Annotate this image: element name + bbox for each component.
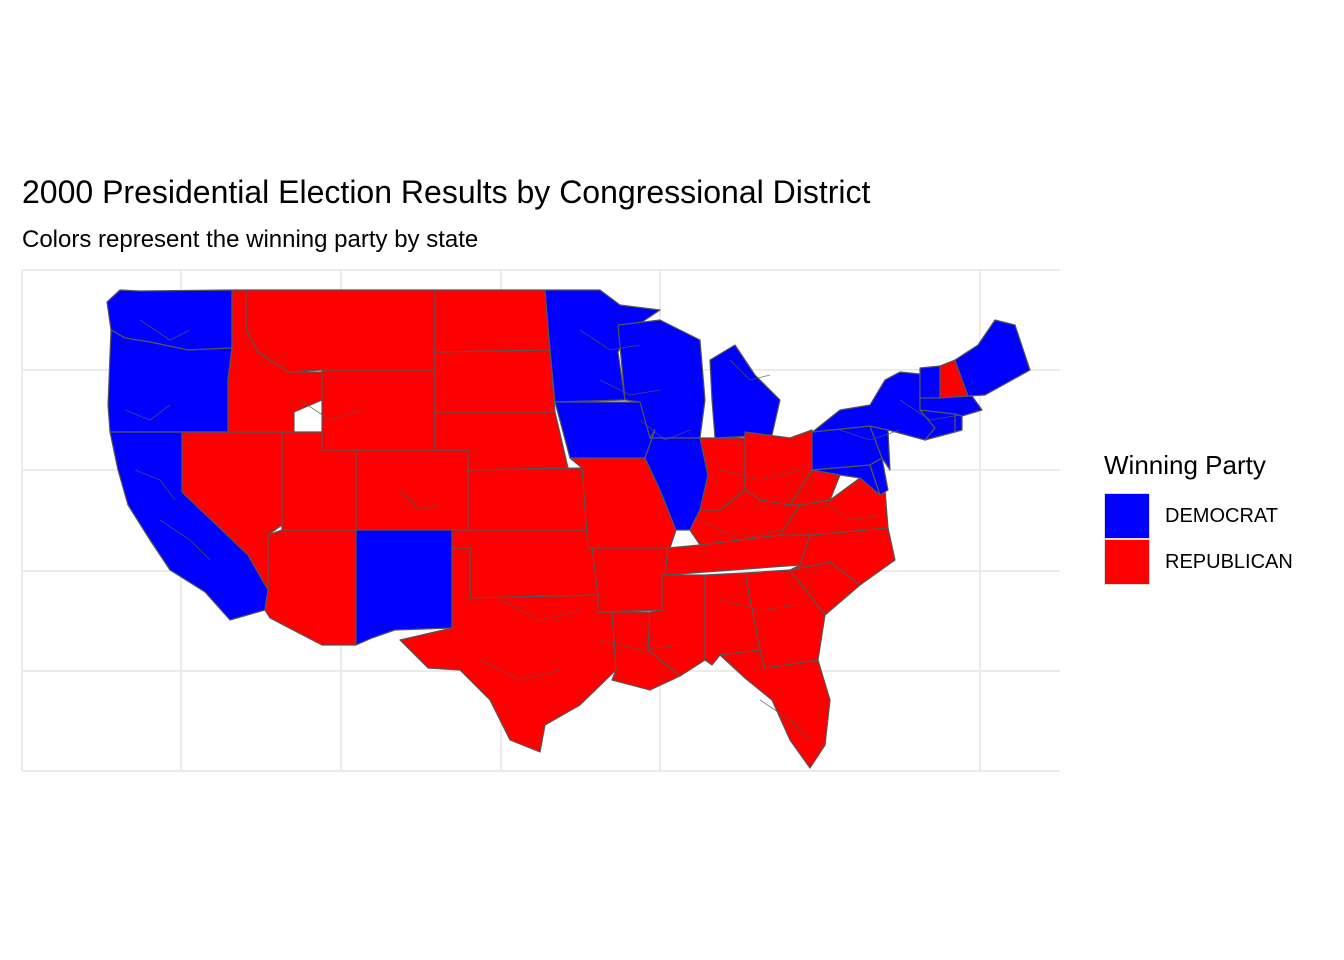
state-south-dakota: [434, 349, 556, 413]
state-michigan: [709, 344, 781, 439]
state-florida: [719, 649, 831, 769]
legend-item-republican: REPUBLICAN: [1104, 539, 1293, 585]
state-maine: [954, 319, 1031, 397]
state-west-virginia: [789, 469, 841, 506]
states-layer: [106, 289, 1031, 769]
state-new-mexico: [355, 529, 453, 646]
state-montana: [245, 289, 436, 373]
state-texas: [399, 547, 617, 753]
state-arizona: [264, 529, 357, 646]
map-title: 2000 Presidential Election Results by Co…: [22, 174, 871, 210]
district-lines: [124, 319, 961, 741]
state-tennessee: [664, 534, 811, 576]
state-oklahoma: [451, 529, 599, 599]
legend-swatch-republican: [1104, 539, 1150, 585]
state-rhode-island: [954, 413, 963, 433]
state-north-dakota: [434, 289, 551, 353]
state-iowa: [554, 401, 656, 459]
legend-item-democrat: DEMOCRAT: [1104, 493, 1293, 539]
legend-label-democrat: DEMOCRAT: [1165, 504, 1278, 527]
map-subtitle: Colors represent the winning party by st…: [22, 226, 479, 253]
state-vermont: [919, 365, 941, 399]
state-arkansas: [591, 547, 669, 613]
state-delaware: [869, 457, 889, 496]
state-maryland: [811, 464, 881, 496]
legend-label-republican: REPUBLICAN: [1165, 550, 1293, 573]
legend-title: Winning Party: [1104, 450, 1266, 480]
state-kansas: [467, 467, 589, 531]
state-colorado: [355, 449, 469, 531]
state-wyoming: [321, 369, 436, 451]
legend-swatch-democrat: [1104, 493, 1150, 539]
legend: Winning Party DEMOCRAT REPUBLICAN: [1104, 450, 1293, 585]
